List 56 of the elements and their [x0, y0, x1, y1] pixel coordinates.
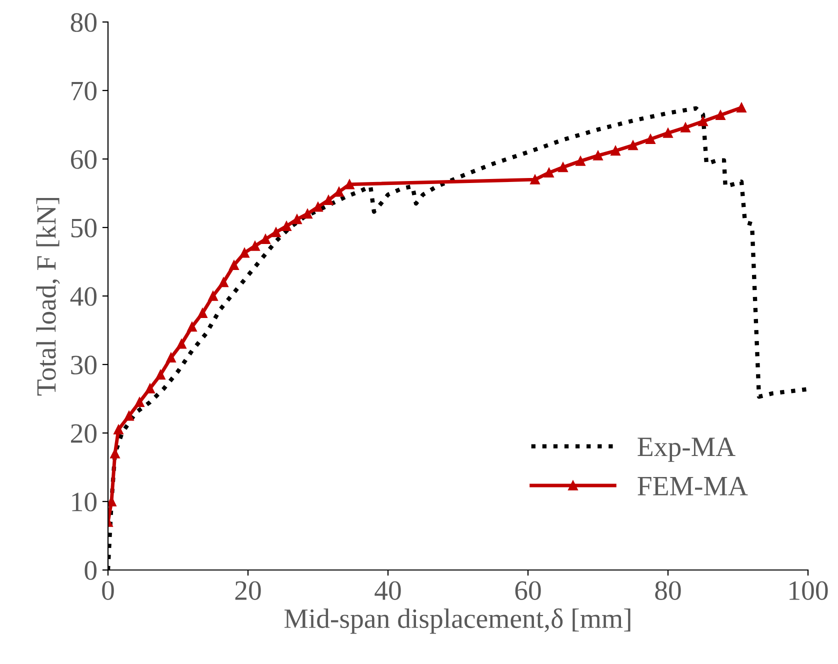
point	[292, 214, 302, 224]
point	[114, 424, 124, 434]
y-tick-label: 0	[84, 561, 97, 580]
point	[716, 110, 726, 120]
y-tick-label: 20	[71, 424, 97, 443]
y-tick-label: 70	[72, 82, 97, 100]
x-tick-label: 100	[790, 581, 828, 600]
point	[250, 241, 260, 251]
point	[229, 260, 239, 270]
point	[302, 208, 312, 219]
point	[176, 339, 186, 349]
point	[198, 308, 208, 318]
point	[218, 277, 228, 288]
point	[610, 146, 620, 156]
point	[593, 150, 603, 160]
point	[240, 248, 250, 258]
point	[208, 291, 218, 301]
y-tick-label: 50	[71, 218, 97, 238]
point	[260, 234, 270, 244]
point	[530, 174, 540, 184]
y-tick-label: 60	[71, 150, 97, 169]
point	[134, 397, 144, 408]
legend-label: FEM-MA	[638, 476, 748, 496]
y-tick-label: 40	[70, 287, 97, 306]
y-tick-label: 30	[71, 356, 97, 374]
point	[156, 370, 166, 380]
x-tick-label: 20	[235, 581, 261, 600]
point	[282, 221, 292, 231]
x-tick-label: 0	[102, 581, 114, 600]
point	[558, 162, 568, 172]
point	[680, 122, 690, 132]
point	[628, 140, 638, 150]
point	[145, 384, 155, 394]
point	[646, 134, 656, 144]
point	[736, 102, 746, 112]
legend-label: Exp-MA	[638, 438, 736, 462]
y-tick-label: 10	[72, 492, 97, 512]
point	[698, 116, 708, 126]
point	[324, 195, 334, 205]
point	[271, 227, 281, 238]
point	[576, 156, 586, 166]
point	[344, 179, 354, 190]
point	[334, 187, 344, 197]
point	[313, 202, 323, 212]
point	[110, 448, 120, 458]
x-tick-label: 60	[515, 581, 541, 600]
point	[166, 352, 176, 363]
point	[124, 411, 134, 421]
y-tick-label: 80	[70, 13, 97, 32]
x-tick-label: 40	[374, 581, 401, 600]
point	[544, 168, 554, 178]
point	[187, 322, 197, 332]
x-axis-title: Mid-span displacement,δ [mm]	[284, 608, 630, 634]
x-tick-label: 80	[655, 581, 681, 600]
y-axis-title: Total load, F [kN]	[36, 198, 60, 396]
point	[663, 128, 673, 138]
